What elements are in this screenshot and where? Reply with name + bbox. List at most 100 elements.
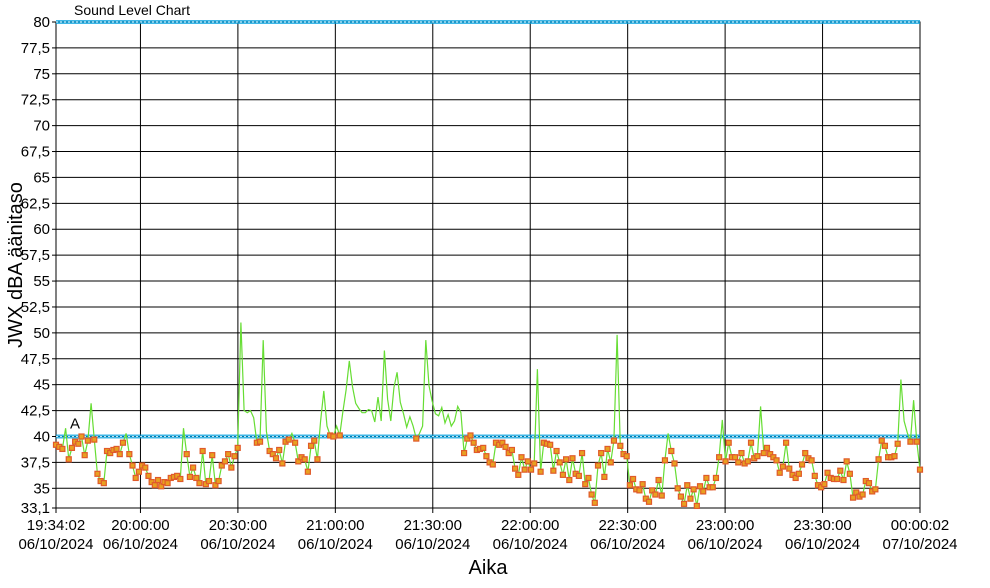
data-point xyxy=(301,456,308,463)
y-tick-label: 45 xyxy=(33,377,50,394)
y-tick-label: 33,1 xyxy=(21,500,50,517)
data-point xyxy=(212,482,219,489)
data-point xyxy=(151,482,158,489)
data-point xyxy=(221,458,229,465)
x-tick-time-label: 20:30:00 xyxy=(209,517,267,534)
data-point xyxy=(818,484,825,491)
data-point xyxy=(119,439,127,446)
data-point xyxy=(559,471,567,478)
y-tick-label: 42,5 xyxy=(21,403,50,420)
y-tick-label: 50 xyxy=(33,325,50,342)
data-point xyxy=(65,456,72,463)
data-point xyxy=(550,467,557,474)
data-point xyxy=(314,456,321,463)
x-tick-date-label: 06/10/2024 xyxy=(395,536,470,553)
data-point xyxy=(696,483,704,490)
data-point xyxy=(824,469,831,476)
data-point xyxy=(846,470,853,477)
data-point xyxy=(189,464,197,471)
data-point xyxy=(483,453,490,460)
data-point xyxy=(811,472,818,479)
data-point xyxy=(725,439,732,446)
data-point xyxy=(154,476,162,484)
data-point xyxy=(591,499,598,506)
y-tick-label: 65 xyxy=(33,169,50,186)
data-point xyxy=(107,449,114,457)
x-tick-date-label: 06/10/2024 xyxy=(103,536,178,553)
data-point xyxy=(467,432,474,439)
x-tick-time-label: 22:00:00 xyxy=(501,517,559,534)
y-tick-label: 57,5 xyxy=(21,247,50,264)
data-point xyxy=(78,433,85,440)
x-tick-date-label: 06/10/2024 xyxy=(688,536,763,553)
y-tick-label: 35 xyxy=(33,480,50,497)
x-tick-time-label: 23:00:00 xyxy=(696,517,754,534)
data-point xyxy=(183,451,190,458)
data-point xyxy=(821,481,828,488)
data-point xyxy=(148,478,155,486)
data-point xyxy=(460,449,468,457)
x-tick-date-label: 06/10/2024 xyxy=(493,536,568,553)
data-point xyxy=(604,445,611,453)
data-point xyxy=(795,470,802,477)
data-point xyxy=(186,473,194,481)
data-point xyxy=(680,500,688,507)
x-tick-time-label: 21:00:00 xyxy=(306,517,364,534)
data-point xyxy=(196,480,203,487)
y-tick-label: 67,5 xyxy=(21,144,50,161)
data-point xyxy=(209,452,216,459)
data-point xyxy=(786,465,793,472)
data-point xyxy=(295,458,302,465)
data-point xyxy=(645,498,653,505)
data-point xyxy=(556,459,563,466)
data-point xyxy=(304,468,311,475)
data-point xyxy=(100,480,107,487)
data-point xyxy=(413,435,420,442)
data-point xyxy=(684,482,691,489)
data-point xyxy=(199,447,206,455)
data-point xyxy=(330,433,337,440)
data-point xyxy=(218,462,225,469)
x-tick-date-label: 06/10/2024 xyxy=(18,536,93,553)
data-point xyxy=(588,491,595,498)
data-point xyxy=(878,437,885,444)
data-point xyxy=(776,469,783,476)
data-point xyxy=(225,451,232,458)
data-point xyxy=(881,442,889,449)
data-point xyxy=(747,439,755,446)
data-point xyxy=(524,458,531,465)
y-tick-label: 77,5 xyxy=(21,40,50,57)
data-point xyxy=(508,446,516,454)
x-tick-date-label: 06/10/2024 xyxy=(785,536,860,553)
x-tick-time-label: 22:30:00 xyxy=(598,517,656,534)
data-point xyxy=(693,502,700,510)
data-point xyxy=(135,468,142,475)
data-point xyxy=(311,437,318,444)
data-point xyxy=(489,461,496,468)
data-point xyxy=(875,456,882,463)
x-axis-title: Aika xyxy=(469,557,509,579)
data-point xyxy=(177,475,184,483)
data-point xyxy=(617,442,624,449)
y-tick-label: 70 xyxy=(33,118,50,135)
x-tick-time-label: 00:00:02 xyxy=(891,517,949,534)
data-point xyxy=(272,455,280,462)
data-point xyxy=(770,454,777,461)
data-point xyxy=(658,492,665,499)
data-point xyxy=(75,440,82,447)
data-point xyxy=(578,449,586,457)
y-tick-label: 62,5 xyxy=(21,195,50,212)
x-tick-date-label: 06/10/2024 xyxy=(590,536,665,553)
data-point xyxy=(716,454,723,461)
data-point xyxy=(59,445,66,453)
data-point xyxy=(553,447,560,455)
y-tick-label: 47,5 xyxy=(21,351,50,368)
data-point xyxy=(872,486,879,493)
data-point xyxy=(808,457,815,464)
data-point xyxy=(623,453,630,460)
data-point xyxy=(671,460,678,467)
data-point xyxy=(649,487,656,494)
data-point xyxy=(505,449,512,457)
data-point xyxy=(205,477,213,485)
